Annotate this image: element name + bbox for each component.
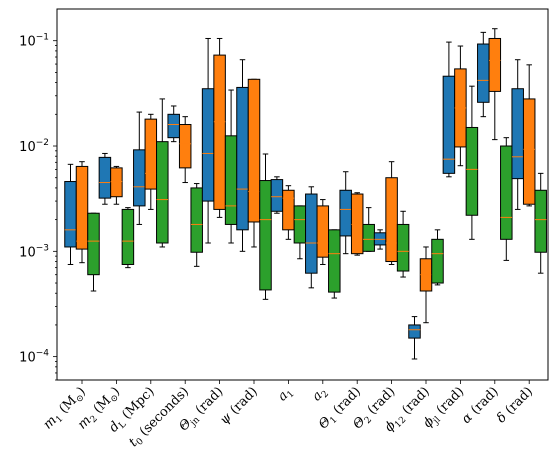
box-4-series-2 (178, 116, 192, 184)
box-12-series-3 (465, 85, 479, 240)
box-iqr (64, 181, 77, 248)
box-iqr (121, 208, 135, 265)
box-iqr (98, 156, 112, 199)
x-tick-label: δ (rad) (494, 384, 536, 426)
y-tick-label: 10−3 (19, 243, 49, 260)
box-6-series-1 (236, 59, 249, 252)
box-iqr (350, 193, 364, 255)
box-iqr (339, 189, 352, 237)
box-iqr (178, 124, 192, 169)
box-4-series-3 (190, 183, 203, 267)
box-2-series-3 (121, 207, 135, 269)
box-iqr (236, 86, 249, 231)
box-iqr (293, 205, 307, 244)
box-11-series-3 (431, 229, 444, 286)
box-iqr (282, 189, 295, 231)
box-iqr (305, 193, 318, 274)
box-7-series-1 (270, 176, 284, 214)
y-axis-ticks: 10−1 10−2 10−3 10−4 (19, 33, 57, 381)
box-3-series-2 (144, 113, 158, 210)
box-2-series-2 (110, 165, 123, 205)
box-iqr (213, 54, 226, 210)
box-7-series-3 (293, 205, 307, 260)
x-tick-label: a1 (275, 384, 297, 406)
box-8-series-1 (305, 186, 318, 289)
box-iqr (270, 179, 284, 212)
box-iqr (408, 324, 421, 339)
box-iqr (511, 88, 524, 180)
box-iqr (534, 189, 547, 253)
box-10-series-2 (385, 161, 398, 265)
y-tick-label: 10−4 (19, 349, 49, 366)
box-1-series-3 (87, 212, 100, 292)
box-3-series-1 (133, 111, 146, 225)
box-iqr (144, 118, 158, 190)
box-iqr (488, 37, 502, 92)
box-iqr (522, 98, 536, 205)
box-9-series-2 (350, 192, 364, 256)
box-14-series-1 (511, 59, 524, 210)
box-plots (64, 28, 547, 360)
box-6-series-3 (259, 153, 272, 300)
box-iqr (75, 165, 89, 250)
x-axis-category-labels: m1 (M⊙)m2 (M⊙)dL (Mpc)t0 (seconds)Θjn (r… (41, 380, 536, 450)
box-3-series-3 (156, 98, 169, 248)
box-10-series-1 (373, 229, 387, 250)
box-iqr (201, 88, 215, 202)
box-10-series-3 (396, 210, 410, 278)
box-iqr (316, 205, 330, 258)
box-13-series-1 (477, 31, 490, 118)
box-13-series-2 (488, 28, 502, 141)
box-iqr (156, 141, 169, 244)
box-iqr (477, 43, 490, 103)
box-iqr (247, 78, 261, 223)
box-2-series-1 (98, 152, 112, 205)
box-iqr (396, 223, 410, 272)
x-tick-label: a2 (309, 384, 331, 406)
box-14-series-2 (522, 64, 536, 207)
box-12-series-1 (442, 41, 456, 178)
box-iqr (431, 238, 444, 284)
box-iqr (385, 177, 398, 263)
y-tick-label: 10−1 (19, 33, 49, 50)
box-iqr (362, 223, 375, 252)
box-8-series-3 (328, 229, 341, 299)
box-9-series-3 (362, 207, 375, 252)
box-iqr (259, 180, 272, 291)
box-9-series-1 (339, 171, 352, 255)
box-11-series-1 (408, 316, 421, 360)
box-5-series-3 (224, 89, 238, 244)
box-iqr (500, 145, 513, 240)
y-tick-label: 10−2 (19, 138, 49, 155)
box-7-series-2 (282, 185, 295, 240)
box-iqr (110, 167, 123, 198)
box-4-series-1 (167, 105, 180, 143)
box-5-series-1 (201, 37, 215, 244)
box-6-series-2 (247, 78, 261, 248)
box-iqr (465, 126, 479, 216)
box-iqr (167, 113, 180, 139)
x-tick-label: ψ (rad) (217, 384, 261, 428)
box-iqr (190, 187, 203, 253)
box-13-series-3 (500, 137, 513, 261)
box-11-series-2 (419, 246, 433, 324)
box-8-series-2 (316, 199, 330, 265)
box-iqr (133, 149, 146, 207)
box-12-series-2 (454, 45, 467, 167)
box-1-series-2 (75, 161, 89, 264)
plot-area-frame (56, 8, 549, 381)
box-5-series-2 (213, 37, 226, 218)
box-iqr (328, 229, 341, 293)
box-14-series-3 (534, 172, 547, 274)
box-1-series-1 (64, 163, 77, 265)
box-iqr (224, 135, 238, 225)
box-iqr (87, 212, 100, 276)
x-tick-label: α (rad) (459, 384, 502, 427)
